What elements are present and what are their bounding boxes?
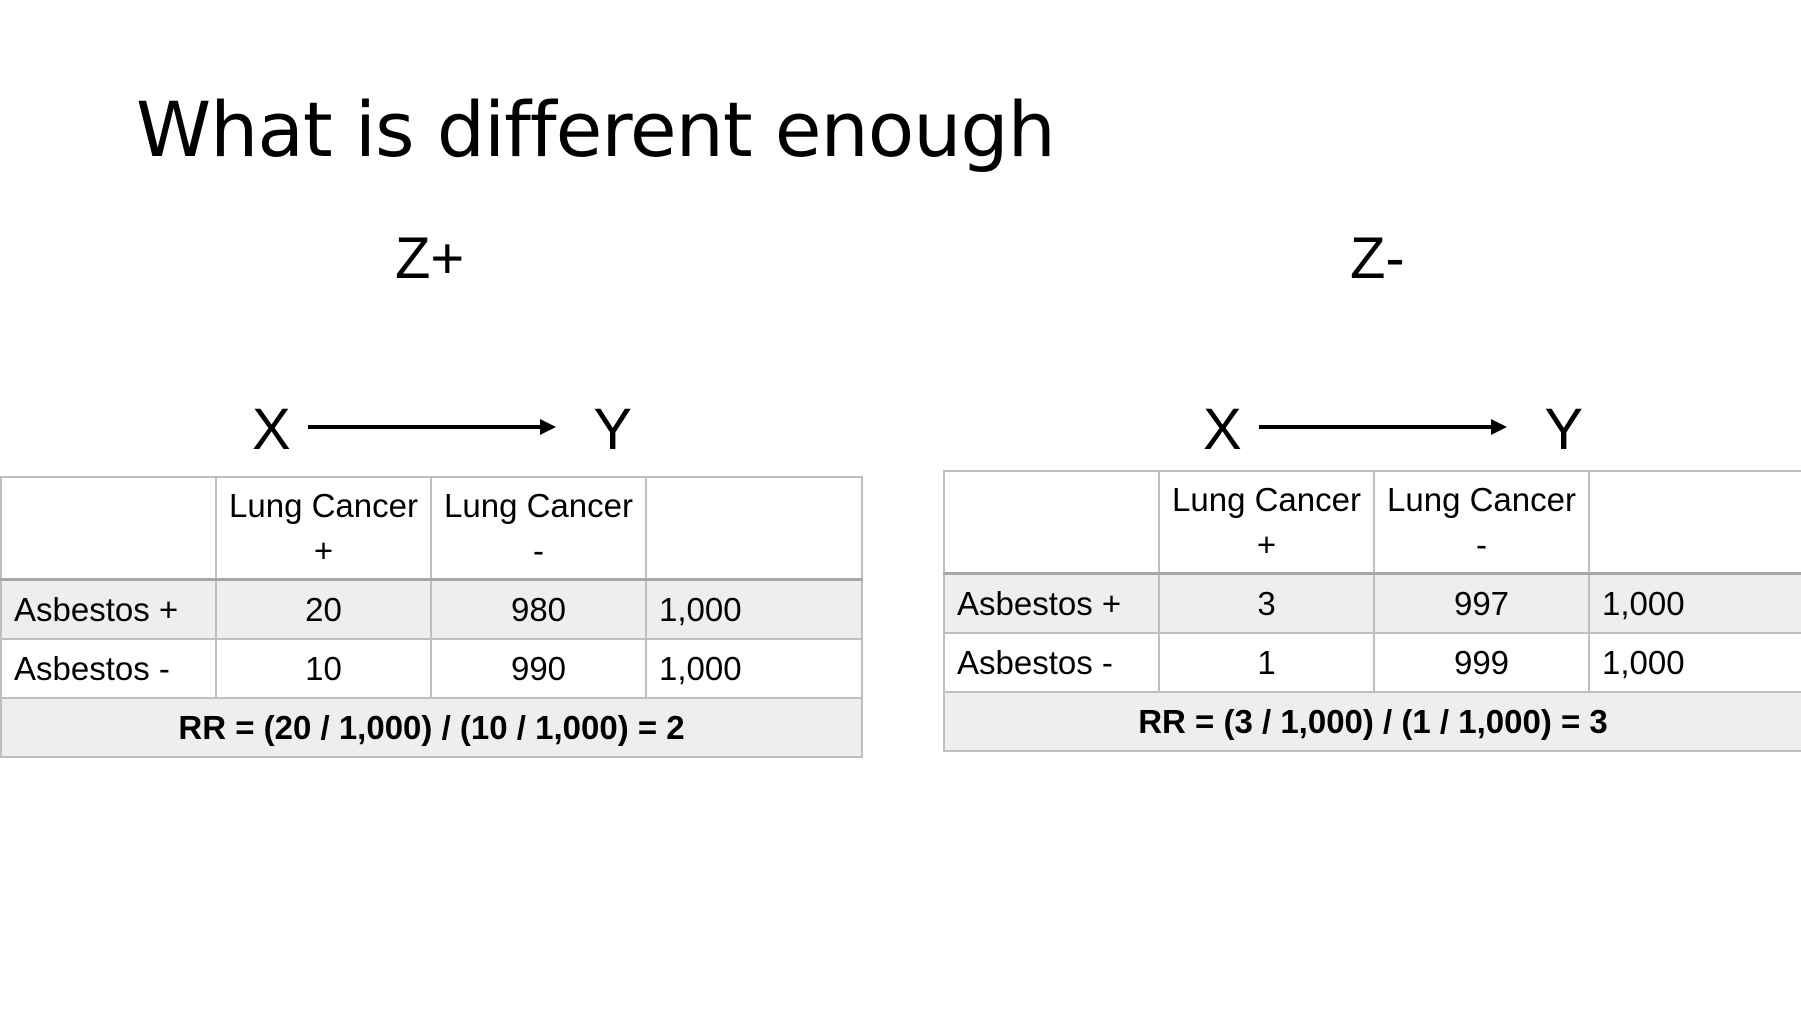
table-header-row: Lung Cancer + Lung Cancer - [943,470,1801,575]
cell-pos: 1 [1158,632,1375,693]
node-x: X [252,397,291,462]
contingency-table-z-minus: Lung Cancer + Lung Cancer - Asbestos + 3… [943,470,1801,752]
row-label: Asbestos + [0,578,217,640]
cell-neg: 997 [1373,572,1590,634]
node-x: X [1203,397,1242,462]
table-header-row: Lung Cancer + Lung Cancer - [0,476,863,581]
cell-neg: 990 [430,638,647,699]
row-label: Asbestos - [0,638,217,699]
node-y: Y [1544,397,1583,462]
table-row: Asbestos + 3 997 1,000 [943,572,1801,634]
rr-formula: RR = (20 / 1,000) / (10 / 1,000) = 2 [0,697,863,758]
rr-row: RR = (3 / 1,000) / (1 / 1,000) = 3 [943,691,1801,752]
slide-title: What is different enough [136,85,1056,174]
panel-label-z-minus: Z- [1350,226,1405,291]
panel-label-z-plus: Z+ [395,226,465,291]
causal-diagram-z-minus: X Y [1203,395,1583,465]
cell-pos: 10 [215,638,432,699]
rr-row: RR = (20 / 1,000) / (10 / 1,000) = 2 [0,697,863,758]
row-label: Asbestos - [943,632,1160,693]
contingency-table-z-plus: Lung Cancer + Lung Cancer - Asbestos + 2… [0,476,863,758]
cell-neg: 980 [430,578,647,640]
arrow-right-icon [1259,419,1507,435]
cell-total: 1,000 [645,638,863,699]
cell-total: 1,000 [1588,632,1801,693]
rr-formula: RR = (3 / 1,000) / (1 / 1,000) = 3 [943,691,1801,752]
header-lung-cancer-pos: Lung Cancer + [1158,470,1375,575]
causal-diagram-z-plus: X Y [252,395,632,465]
header-lung-cancer-neg: Lung Cancer - [1373,470,1590,575]
header-empty-cell [645,476,863,581]
header-empty-cell [943,470,1160,575]
row-label: Asbestos + [943,572,1160,634]
table-row: Asbestos + 20 980 1,000 [0,578,863,640]
header-lung-cancer-pos: Lung Cancer + [215,476,432,581]
cell-pos: 20 [215,578,432,640]
node-y: Y [593,397,632,462]
cell-total: 1,000 [1588,572,1801,634]
cell-total: 1,000 [645,578,863,640]
table-row: Asbestos - 10 990 1,000 [0,638,863,699]
cell-pos: 3 [1158,572,1375,634]
header-empty-cell [0,476,217,581]
table-row: Asbestos - 1 999 1,000 [943,632,1801,693]
cell-neg: 999 [1373,632,1590,693]
arrow-right-icon [308,419,556,435]
header-empty-cell [1588,470,1801,575]
header-lung-cancer-neg: Lung Cancer - [430,476,647,581]
